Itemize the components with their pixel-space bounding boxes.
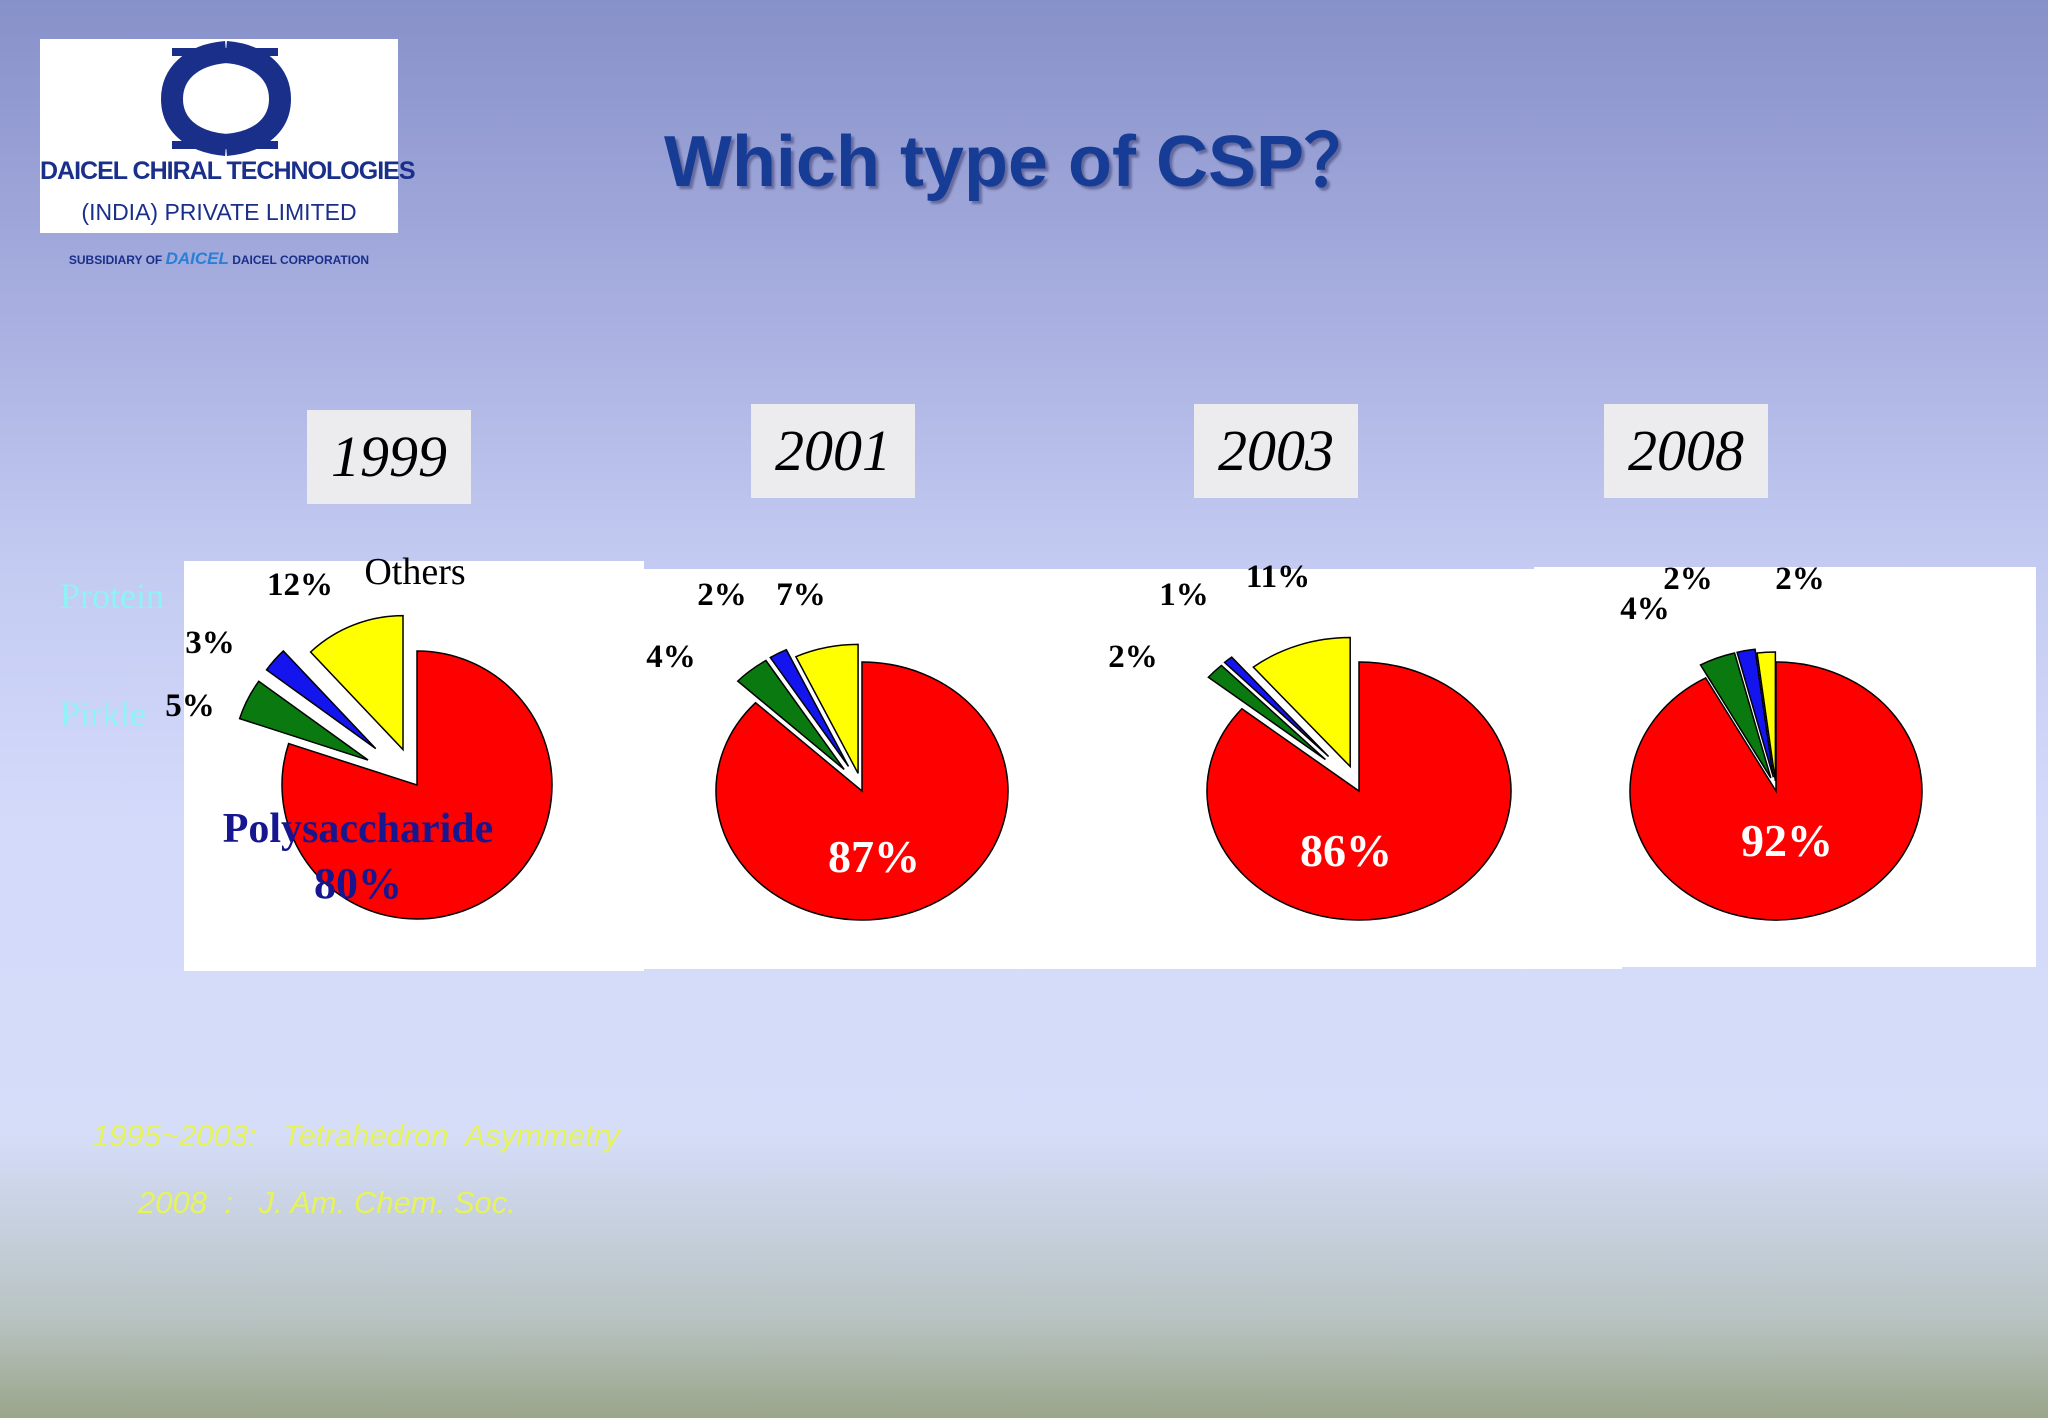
reference-line-1: 1995~2003: Tetrahedron Asymmetry — [92, 1118, 620, 1153]
pie-chart-2008: 92%4%2% 2% — [1620, 561, 1923, 921]
pie-chart-2003: 86% 2%1% 11% — [1108, 559, 1512, 921]
pie-value-label-protein-2003: 1% — [1159, 577, 1209, 613]
pie-slice-pirkle-2008 — [1699, 652, 1772, 779]
protein-side-label: Protein — [60, 576, 164, 616]
pie-value-label-others-1999: 12% — [267, 567, 333, 603]
reference-line-2: 2008 : J. Am. Chem. Soc. — [138, 1185, 516, 1220]
pie-slice-protein-2003 — [1223, 656, 1330, 758]
page-title: Which type of CSP？ — [663, 122, 1377, 202]
logo-brand-mark: DAICEL — [165, 249, 229, 268]
pie-slice-others-2008 — [1756, 651, 1777, 782]
logo-subsidiary-prefix: SUBSIDIARY OF — [68, 253, 166, 267]
pie-category-label-others: Others — [364, 551, 465, 593]
pie-chart-1999: Polysaccharide 80% 5% 3% 12% Others — [165, 551, 553, 920]
pie-value-label-others-2008: 2% — [1775, 561, 1825, 597]
pie-value-label-pirkle-2008: 4% — [1620, 591, 1670, 627]
pie-slice-pirkle-2003 — [1207, 664, 1326, 761]
pie-slice-others-2003 — [1252, 636, 1351, 769]
pie-slice-protein-2008 — [1736, 648, 1775, 778]
pie-value-label-pirkle-1999: 5% — [165, 688, 215, 724]
logo-emblem-icon — [160, 41, 292, 156]
pie-slice-pirkle-2001 — [736, 659, 845, 771]
pie-value-label-protein-1999: 3% — [185, 625, 235, 661]
pie-value-label-polysaccharide-1999: 80% — [314, 859, 402, 908]
year-box-2003: 2003 — [1194, 404, 1358, 498]
pie-value-label-polysaccharide-2008: 92% — [1741, 815, 1833, 866]
year-box-1999: 1999 — [307, 410, 471, 504]
pie-value-label-pirkle-2003: 2% — [1108, 639, 1158, 675]
logo-company-name: DAICEL CHIRAL TECHNOLOGIES — [40, 157, 416, 185]
pie-slice-protein-1999 — [265, 649, 377, 750]
pie-value-label-protein-2008: 2% — [1663, 561, 1713, 597]
year-box-2001: 2001 — [751, 404, 915, 498]
pie-chart-2001: 87% 4%2% 7% — [646, 577, 1009, 921]
pie-slice-others-1999 — [309, 614, 404, 752]
logo-subsidiary-suffix: DAICEL CORPORATION — [228, 253, 370, 267]
logo-company-subtitle: (INDIA) PRIVATE LIMITED — [81, 199, 357, 225]
logo-subsidiary-line: SUBSIDIARY OF DAICEL DAICEL CORPORATION — [40, 249, 398, 269]
pie-value-label-others-2001: 7% — [776, 577, 826, 613]
pie-value-label-others-2003: 11% — [1246, 559, 1310, 595]
pie-slice-others-2001 — [794, 643, 859, 774]
pie-slice-polysaccharide-1999 — [281, 650, 553, 920]
pie-slice-protein-2001 — [769, 648, 850, 767]
pie-value-label-polysaccharide-2001: 87% — [828, 831, 920, 882]
company-logo: DAICEL CHIRAL TECHNOLOGIES (INDIA) PRIVA… — [40, 39, 416, 268]
pie-value-label-polysaccharide-2003: 86% — [1300, 825, 1392, 876]
pie-slice-polysaccharide-2008 — [1629, 661, 1923, 921]
pie-value-label-protein-2001: 2% — [697, 577, 747, 613]
pie-slice-polysaccharide-2003 — [1206, 661, 1512, 921]
year-box-2008: 2008 — [1604, 404, 1768, 498]
pie-value-label-pirkle-2001: 4% — [646, 639, 696, 675]
pie-slice-pirkle-1999 — [238, 680, 369, 761]
pie-category-label-polysaccharide: Polysaccharide — [223, 806, 494, 852]
pie-slice-polysaccharide-2001 — [715, 661, 1009, 921]
pirkle-side-label: Pirkle — [60, 694, 146, 734]
